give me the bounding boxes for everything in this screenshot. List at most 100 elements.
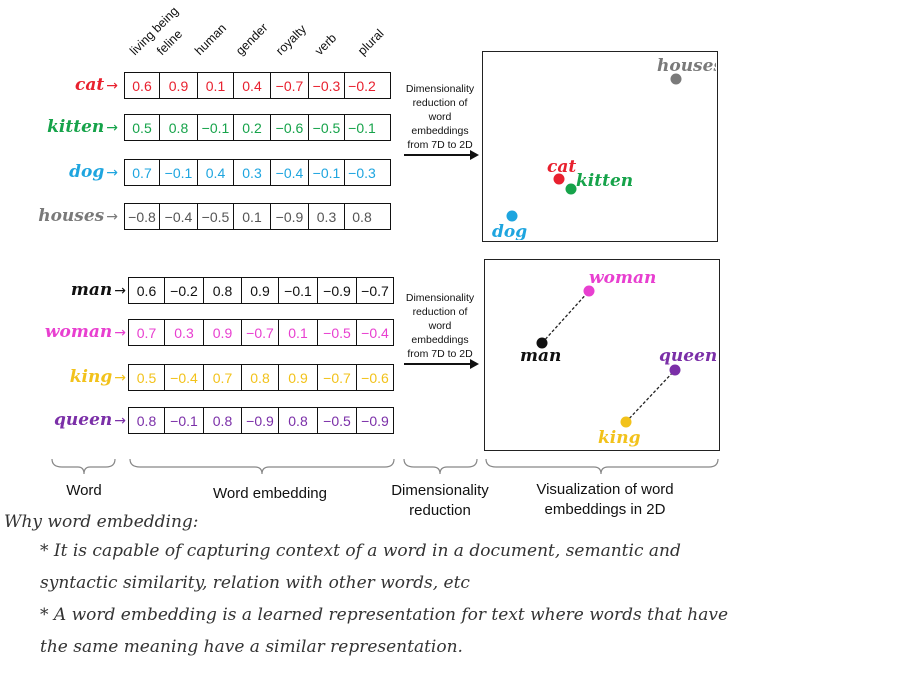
vector-man: 0.6 −0.2 0.8 0.9 −0.1 −0.9 −0.7 <box>128 277 394 304</box>
point-label-kitten: kitten <box>576 171 633 191</box>
reduction-line: word <box>428 320 452 332</box>
vector-dog: 0.7 −0.1 0.4 0.3 −0.4 −0.1 −0.3 <box>124 159 391 186</box>
vector-cell: 0.9 <box>204 320 242 345</box>
relation-line-man-woman <box>541 290 590 344</box>
vector-cell: −0.1 <box>279 278 318 303</box>
section-label-embedding: Word embedding <box>213 485 327 502</box>
vector-cell: −0.2 <box>165 278 204 303</box>
vector-cell: 0.3 <box>165 320 204 345</box>
brace-visualization <box>485 458 719 475</box>
vector-houses: −0.8 −0.4 −0.5 0.1 −0.9 0.3 0.8 <box>124 203 391 230</box>
viz-label-line: Visualization of word <box>536 481 674 498</box>
vector-cell: 0.7 <box>125 160 160 185</box>
vector-cell: 0.4 <box>198 160 234 185</box>
vector-cell: −0.7 <box>361 282 389 299</box>
vector-cell: 0.7 <box>129 320 165 345</box>
word-label-man: man → <box>70 280 126 300</box>
word-label-cat: cat → <box>75 75 118 95</box>
reduction-label-bottom: Dimensionality reduction of word embeddi… <box>395 291 485 361</box>
word-label-queen: queen → <box>54 410 126 430</box>
word-label-houses: houses → <box>38 206 118 226</box>
vector-cell: −0.7 <box>271 73 309 98</box>
point-dog <box>506 210 518 222</box>
vector-cell: 0.4 <box>234 73 271 98</box>
vector-cell: −0.4 <box>361 324 389 341</box>
vector-cell: −0.9 <box>318 278 357 303</box>
vector-cell: −0.8 <box>125 204 160 229</box>
viz-label-line: embeddings in 2D <box>544 501 666 518</box>
reduction-line: Dimensionality <box>405 83 475 95</box>
embedding-plot-animals: houses cat kitten dog <box>482 51 718 242</box>
dim-header-royalty: royalty <box>273 22 310 58</box>
reduction-line: reduction of <box>412 306 468 318</box>
point-label-woman: woman <box>589 268 656 288</box>
vector-cell: −0.1 <box>165 408 204 433</box>
vector-cell: 0.8 <box>352 208 372 225</box>
reduction-line: embeddings <box>411 125 469 137</box>
word-label-kitten: kitten → <box>47 117 118 137</box>
reduction-label-top: Dimensionality reduction of word embeddi… <box>395 82 485 152</box>
vector-cell: −0.3 <box>309 73 345 98</box>
vector-cell: 0.5 <box>125 115 160 140</box>
vector-cell: −0.3 <box>348 164 376 181</box>
point-label-houses: houses <box>657 56 716 76</box>
vector-cell: 0.1 <box>279 320 318 345</box>
vector-cell: −0.5 <box>198 204 234 229</box>
vector-cell: 0.3 <box>309 204 345 229</box>
vector-cell: 0.9 <box>279 365 318 390</box>
vector-cat: 0.6 0.9 0.1 0.4 −0.7 −0.3 −0.2 <box>124 72 391 99</box>
point-cat <box>553 173 565 185</box>
section-label-reduction: Dimensionality reduction <box>380 481 500 521</box>
vector-cell: 0.2 <box>234 115 271 140</box>
vector-cell: 0.8 <box>279 408 318 433</box>
reduction-arrow-bottom <box>404 359 479 369</box>
point-label-cat: cat <box>547 157 576 177</box>
vector-cell: −0.4 <box>165 365 204 390</box>
section-label-visualization: Visualization of word embeddings in 2D <box>520 480 690 520</box>
reduction-line: word <box>428 111 452 123</box>
vector-cell: 0.8 <box>242 365 279 390</box>
vector-cell: 0.8 <box>129 408 165 433</box>
vector-cell: 0.5 <box>129 365 165 390</box>
vector-cell: −0.5 <box>309 115 345 140</box>
vector-cell: −0.2 <box>348 77 376 94</box>
point-label-queen: queen <box>659 346 717 366</box>
vector-cell: −0.1 <box>309 160 345 185</box>
relation-line-king-queen <box>625 369 676 423</box>
dim-header-plural: plural <box>355 26 387 58</box>
vector-cell: −0.6 <box>271 115 309 140</box>
point-queen <box>669 364 681 376</box>
explanation-heading: Why word embedding: <box>4 512 199 532</box>
vector-cell: 0.3 <box>234 160 271 185</box>
explanation-line-1: * It is capable of capturing context of … <box>40 541 681 561</box>
point-king <box>620 416 632 428</box>
word-label-king: king → <box>69 367 126 387</box>
vector-woman: 0.7 0.3 0.9 −0.7 0.1 −0.5 −0.4 <box>128 319 394 346</box>
brace-word <box>51 458 116 475</box>
dim-header-verb: verb <box>312 30 340 58</box>
vector-cell: −0.1 <box>198 115 234 140</box>
vector-cell: −0.9 <box>271 204 309 229</box>
plot-svg: woman man queen king <box>520 268 717 448</box>
vector-cell: −0.5 <box>318 408 357 433</box>
reduction-line: embeddings <box>411 334 469 346</box>
point-kitten <box>565 183 577 195</box>
vector-cell: −0.6 <box>361 369 389 386</box>
point-houses <box>670 73 682 85</box>
vector-cell: 0.7 <box>204 365 242 390</box>
vector-cell: −0.4 <box>271 160 309 185</box>
reduction-line: Dimensionality <box>405 292 475 304</box>
vector-cell: 0.1 <box>234 204 271 229</box>
vector-cell: −0.9 <box>242 408 279 433</box>
vector-queen: 0.8 −0.1 0.8 −0.9 0.8 −0.5 −0.9 <box>128 407 394 434</box>
reduction-label-line: Dimensionality <box>391 482 489 499</box>
point-label-dog: dog <box>492 222 527 240</box>
vector-cell: −0.1 <box>348 119 376 136</box>
vector-cell: −0.5 <box>318 320 357 345</box>
word-label-woman: woman → <box>44 322 126 342</box>
vector-cell: 0.8 <box>204 408 242 433</box>
section-braces <box>51 458 719 475</box>
brace-reduction <box>403 458 478 475</box>
section-label-word: Word <box>66 482 102 499</box>
vector-cell: 0.8 <box>160 115 198 140</box>
